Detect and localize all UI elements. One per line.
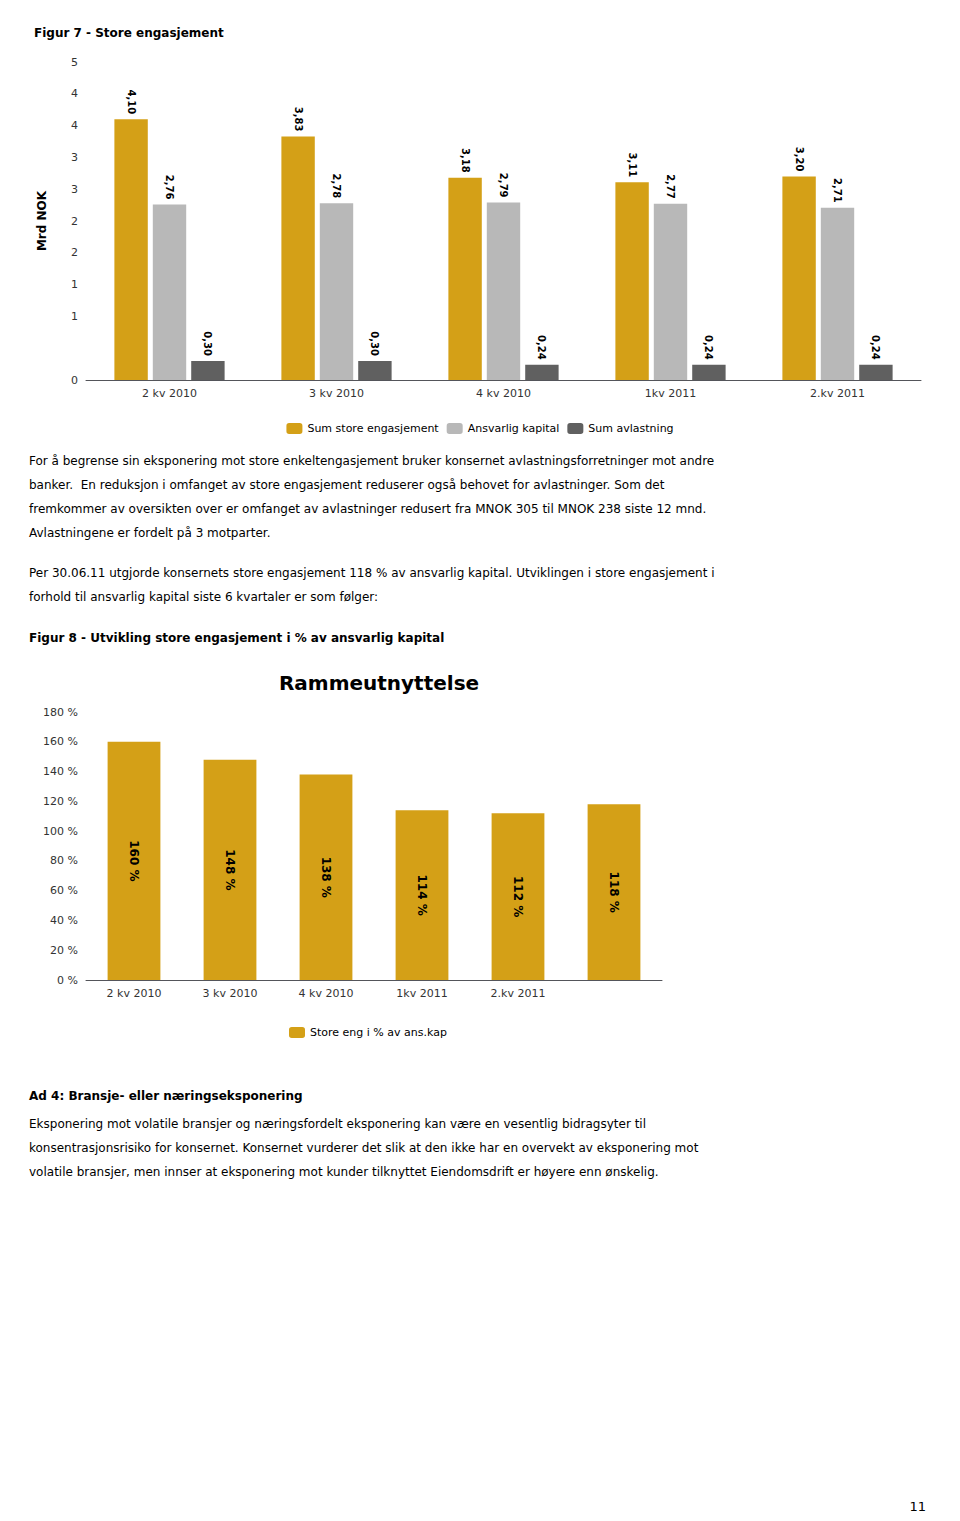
- svg-text:Per 30.06.11 utgjorde konserne: Per 30.06.11 utgjorde konsernets store e…: [29, 566, 715, 580]
- svg-text:80 %: 80 %: [50, 854, 78, 867]
- svg-text:114 %: 114 %: [415, 875, 429, 916]
- svg-text:0,24: 0,24: [703, 335, 714, 360]
- svg-text:2,78: 2,78: [331, 174, 342, 199]
- svg-text:160 %: 160 %: [127, 840, 141, 881]
- svg-text:11: 11: [909, 1499, 926, 1514]
- svg-text:2: 2: [71, 246, 78, 259]
- svg-text:4,10: 4,10: [126, 90, 137, 115]
- svg-text:118 %: 118 %: [607, 872, 621, 913]
- svg-text:112 %: 112 %: [511, 876, 525, 917]
- svg-text:180 %: 180 %: [43, 706, 78, 719]
- svg-text:Sum avlastning: Sum avlastning: [588, 422, 673, 435]
- svg-text:20 %: 20 %: [50, 944, 78, 957]
- svg-text:Figur 8 - Utvikling store enga: Figur 8 - Utvikling store engasjement i …: [29, 631, 444, 645]
- svg-text:3,83: 3,83: [293, 107, 304, 132]
- svg-text:Ad 4: Bransje- eller næringsek: Ad 4: Bransje- eller næringseksponering: [29, 1089, 303, 1103]
- svg-text:2 kv 2010: 2 kv 2010: [142, 387, 197, 400]
- svg-text:3,11: 3,11: [627, 153, 638, 178]
- svg-text:2,79: 2,79: [498, 173, 509, 198]
- svg-text:3 kv 2010: 3 kv 2010: [309, 387, 364, 400]
- svg-text:5: 5: [71, 56, 78, 69]
- svg-text:4 kv 2010: 4 kv 2010: [476, 387, 531, 400]
- svg-text:forhold til ansvarlig kapital: forhold til ansvarlig kapital siste 6 kv…: [29, 590, 378, 604]
- svg-text:148 %: 148 %: [223, 849, 237, 890]
- svg-text:2,71: 2,71: [832, 178, 843, 203]
- svg-text:Eksponering mot volatile brans: Eksponering mot volatile bransjer og nær…: [29, 1117, 646, 1131]
- svg-text:140 %: 140 %: [43, 765, 78, 778]
- svg-text:0 %: 0 %: [57, 974, 78, 987]
- svg-text:2.kv 2011: 2.kv 2011: [810, 387, 865, 400]
- svg-text:1: 1: [71, 278, 78, 291]
- svg-text:160 %: 160 %: [43, 735, 78, 748]
- svg-text:2,76: 2,76: [164, 175, 175, 200]
- svg-text:banker. En reduksjon i omfang: banker. En reduksjon i omfanget av store…: [29, 478, 665, 492]
- svg-text:0,30: 0,30: [202, 331, 213, 356]
- svg-text:2,77: 2,77: [665, 174, 676, 199]
- svg-text:4: 4: [71, 119, 78, 132]
- svg-text:60 %: 60 %: [50, 884, 78, 897]
- svg-text:0,24: 0,24: [870, 335, 881, 360]
- svg-text:2: 2: [71, 215, 78, 228]
- svg-text:120 %: 120 %: [43, 795, 78, 808]
- svg-text:0,30: 0,30: [369, 331, 380, 356]
- svg-text:volatile bransjer, men innser: volatile bransjer, men innser at ekspone…: [29, 1165, 659, 1179]
- svg-text:40 %: 40 %: [50, 914, 78, 927]
- svg-text:konsentrasjonsrisiko for konse: konsentrasjonsrisiko for konsernet. Kons…: [29, 1141, 699, 1155]
- svg-text:3,18: 3,18: [460, 148, 471, 173]
- svg-text:1: 1: [71, 310, 78, 323]
- svg-text:Store eng i % av ans.kap: Store eng i % av ans.kap: [310, 1026, 447, 1039]
- svg-text:2 kv 2010: 2 kv 2010: [107, 987, 162, 1000]
- svg-text:2.kv 2011: 2.kv 2011: [491, 987, 546, 1000]
- svg-text:fremkommer av oversikten over: fremkommer av oversikten over er omfange…: [29, 502, 706, 516]
- svg-text:Ansvarlig kapital: Ansvarlig kapital: [468, 422, 560, 435]
- svg-text:Sum store engasjement: Sum store engasjement: [307, 422, 439, 435]
- svg-text:3: 3: [71, 151, 78, 164]
- svg-text:1kv 2011: 1kv 2011: [396, 987, 447, 1000]
- svg-text:Rammeutnyttelse: Rammeutnyttelse: [279, 671, 479, 695]
- svg-text:3: 3: [71, 183, 78, 196]
- svg-text:0,24: 0,24: [536, 335, 547, 360]
- svg-text:138 %: 138 %: [319, 857, 333, 898]
- svg-text:3 kv 2010: 3 kv 2010: [203, 987, 258, 1000]
- svg-text:4: 4: [71, 87, 78, 100]
- svg-text:4 kv 2010: 4 kv 2010: [299, 987, 354, 1000]
- svg-text:0: 0: [71, 374, 78, 387]
- svg-text:Figur 7 - Store engasjement: Figur 7 - Store engasjement: [34, 26, 224, 40]
- svg-text:Mrd NOK: Mrd NOK: [35, 190, 49, 251]
- svg-text:Avlastningene er fordelt på 3: Avlastningene er fordelt på 3 motparter.: [29, 526, 270, 540]
- svg-text:100 %: 100 %: [43, 825, 78, 838]
- svg-text:For å begrense sin eksponering: For å begrense sin eksponering mot store…: [29, 454, 714, 468]
- svg-text:1kv 2011: 1kv 2011: [645, 387, 696, 400]
- svg-text:3,20: 3,20: [794, 147, 805, 172]
